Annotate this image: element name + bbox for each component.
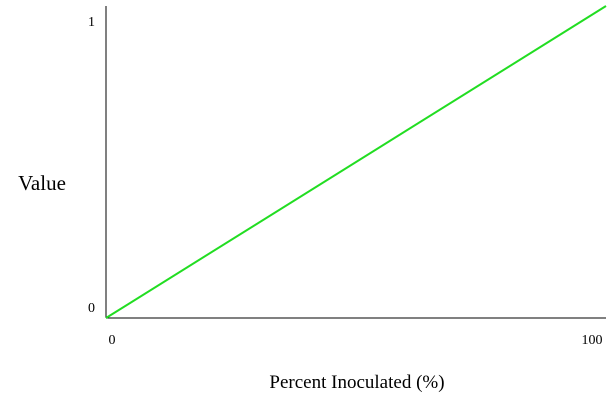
y-tick-label: 1 bbox=[88, 15, 95, 30]
series-group bbox=[105, 5, 607, 319]
y-tick-labels: 01 bbox=[88, 15, 95, 316]
y-axis-label: Value bbox=[18, 171, 66, 195]
y-tick-label: 0 bbox=[88, 301, 95, 316]
x-axis-label: Percent Inoculated (%) bbox=[269, 372, 444, 393]
x-tick-label: 0 bbox=[109, 333, 116, 348]
series-line bbox=[105, 5, 607, 319]
x-tick-label: 100 bbox=[582, 333, 603, 348]
x-tick-labels: 0 100 bbox=[109, 333, 603, 348]
